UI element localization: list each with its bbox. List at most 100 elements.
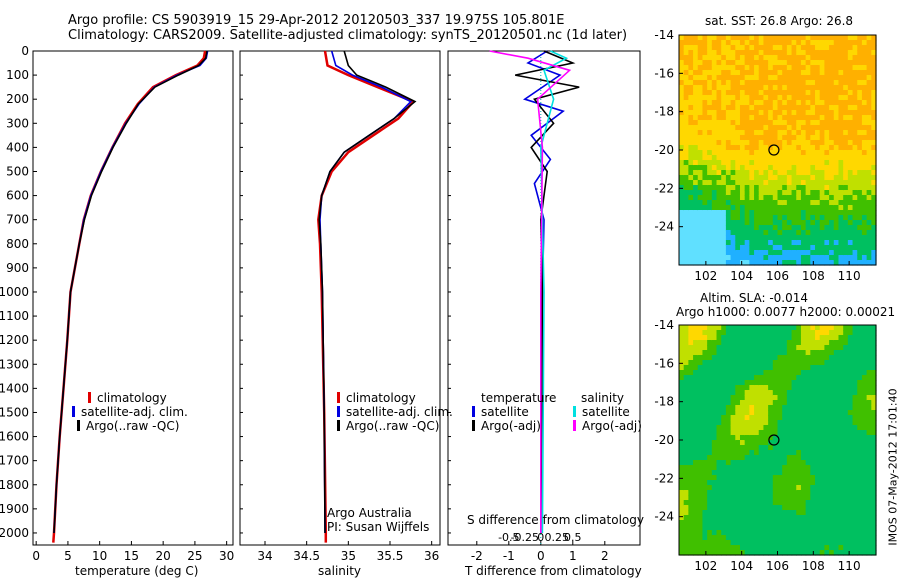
heatmap-cell — [688, 190, 694, 196]
heatmap-cell — [796, 385, 802, 391]
heatmap-cell — [735, 100, 741, 106]
heatmap-cell — [866, 445, 872, 451]
legend-s-argo: Argo(-adj) — [573, 419, 642, 433]
heatmap-cell — [866, 125, 872, 131]
heatmap-cell — [711, 170, 718, 176]
heatmap-cell — [805, 235, 811, 241]
heatmap-cell — [683, 120, 689, 126]
heatmap-cell — [819, 370, 825, 376]
heatmap-cell — [716, 105, 722, 111]
heatmap-cell — [758, 240, 765, 246]
heatmap-cell — [857, 150, 863, 156]
heatmap-cell — [777, 145, 783, 151]
heatmap-cell — [716, 205, 722, 211]
heatmap-cell — [852, 180, 858, 186]
legend-label: climatology — [346, 391, 416, 405]
heatmap-cell — [697, 120, 704, 126]
heatmap-cell — [786, 450, 793, 456]
heatmap-cell — [721, 155, 727, 161]
heatmap-cell — [819, 80, 825, 86]
heatmap-cell — [857, 190, 863, 196]
heatmap-cell — [730, 385, 736, 391]
heatmap-cell — [800, 425, 807, 431]
heatmap-cell — [815, 180, 821, 186]
heatmap-cell — [697, 415, 704, 421]
heatmap-cell — [819, 55, 825, 61]
heatmap-cell — [847, 195, 854, 201]
heatmap-cell — [791, 395, 797, 401]
heatmap-cell — [744, 240, 750, 246]
heatmap-cell — [754, 210, 760, 216]
heatmap-cell — [730, 165, 736, 171]
heatmap-cell — [683, 475, 689, 481]
heatmap-cell — [749, 230, 755, 236]
heatmap-cell — [829, 410, 835, 416]
heatmap-cell — [786, 190, 793, 196]
heatmap-cell — [688, 205, 694, 211]
series-line — [53, 50, 208, 534]
heatmap-cell — [707, 340, 713, 346]
heatmap-cell — [824, 185, 830, 191]
heatmap-cell — [739, 360, 746, 366]
heatmap-cell — [871, 60, 877, 66]
heatmap-cell — [716, 480, 722, 486]
heatmap-cell — [782, 245, 788, 251]
heatmap-cell — [721, 110, 727, 116]
heatmap-cell — [725, 370, 732, 376]
heatmap-cell — [786, 55, 793, 61]
heatmap-cell — [744, 440, 750, 446]
heatmap-cell — [777, 180, 783, 186]
heatmap-cell — [857, 205, 863, 211]
heatmap-cell — [707, 370, 713, 376]
heatmap-cell — [857, 240, 863, 246]
heatmap-cell — [683, 220, 689, 226]
heatmap-cell — [707, 75, 713, 81]
heatmap-cell — [800, 185, 807, 191]
heatmap-cell — [754, 105, 760, 111]
heatmap-cell — [871, 370, 877, 376]
heatmap-cell — [707, 380, 713, 386]
x-tick-label: 104 — [730, 269, 753, 283]
heatmap-cell — [833, 460, 840, 466]
heatmap-cell — [786, 340, 793, 346]
heatmap-cell — [847, 385, 854, 391]
heatmap-cell — [815, 500, 821, 506]
heatmap-cell — [754, 220, 760, 226]
heatmap-cell — [843, 105, 849, 111]
heatmap-cell — [777, 70, 783, 76]
heatmap-cell — [786, 240, 793, 246]
heatmap-cell — [819, 420, 825, 426]
heatmap-cell — [683, 445, 689, 451]
heatmap-cell — [683, 360, 689, 366]
heatmap-cell — [852, 415, 858, 421]
heatmap-cell — [819, 455, 825, 461]
heatmap-cell — [800, 255, 807, 261]
heatmap-cell — [866, 65, 872, 71]
heatmap-cell — [693, 390, 699, 396]
heatmap-cell — [758, 435, 765, 441]
heatmap-cell — [829, 540, 835, 546]
heatmap-cell — [758, 450, 765, 456]
heatmap-cell — [735, 510, 741, 516]
heatmap-cell — [749, 225, 755, 231]
heatmap-cell — [768, 145, 774, 151]
heatmap-cell — [843, 420, 849, 426]
heatmap-cell — [857, 340, 863, 346]
y-tick-label: -22 — [654, 471, 674, 485]
heatmap-cell — [763, 230, 769, 236]
heatmap-cell — [847, 370, 854, 376]
heatmap-cell — [754, 100, 760, 106]
heatmap-cell — [725, 225, 732, 231]
heatmap-cell — [843, 55, 849, 61]
heatmap-cell — [857, 550, 863, 556]
heatmap-cell — [768, 165, 774, 171]
heatmap-cell — [679, 405, 685, 411]
heatmap-cell — [838, 85, 844, 91]
heatmap-cell — [711, 105, 718, 111]
heatmap-cell — [847, 460, 854, 466]
heatmap-cell — [758, 335, 765, 341]
heatmap-cell — [697, 170, 704, 176]
heatmap-cell — [796, 95, 802, 101]
x-tick-label: 0 — [537, 549, 545, 563]
y-tick-label: 500 — [6, 164, 29, 178]
